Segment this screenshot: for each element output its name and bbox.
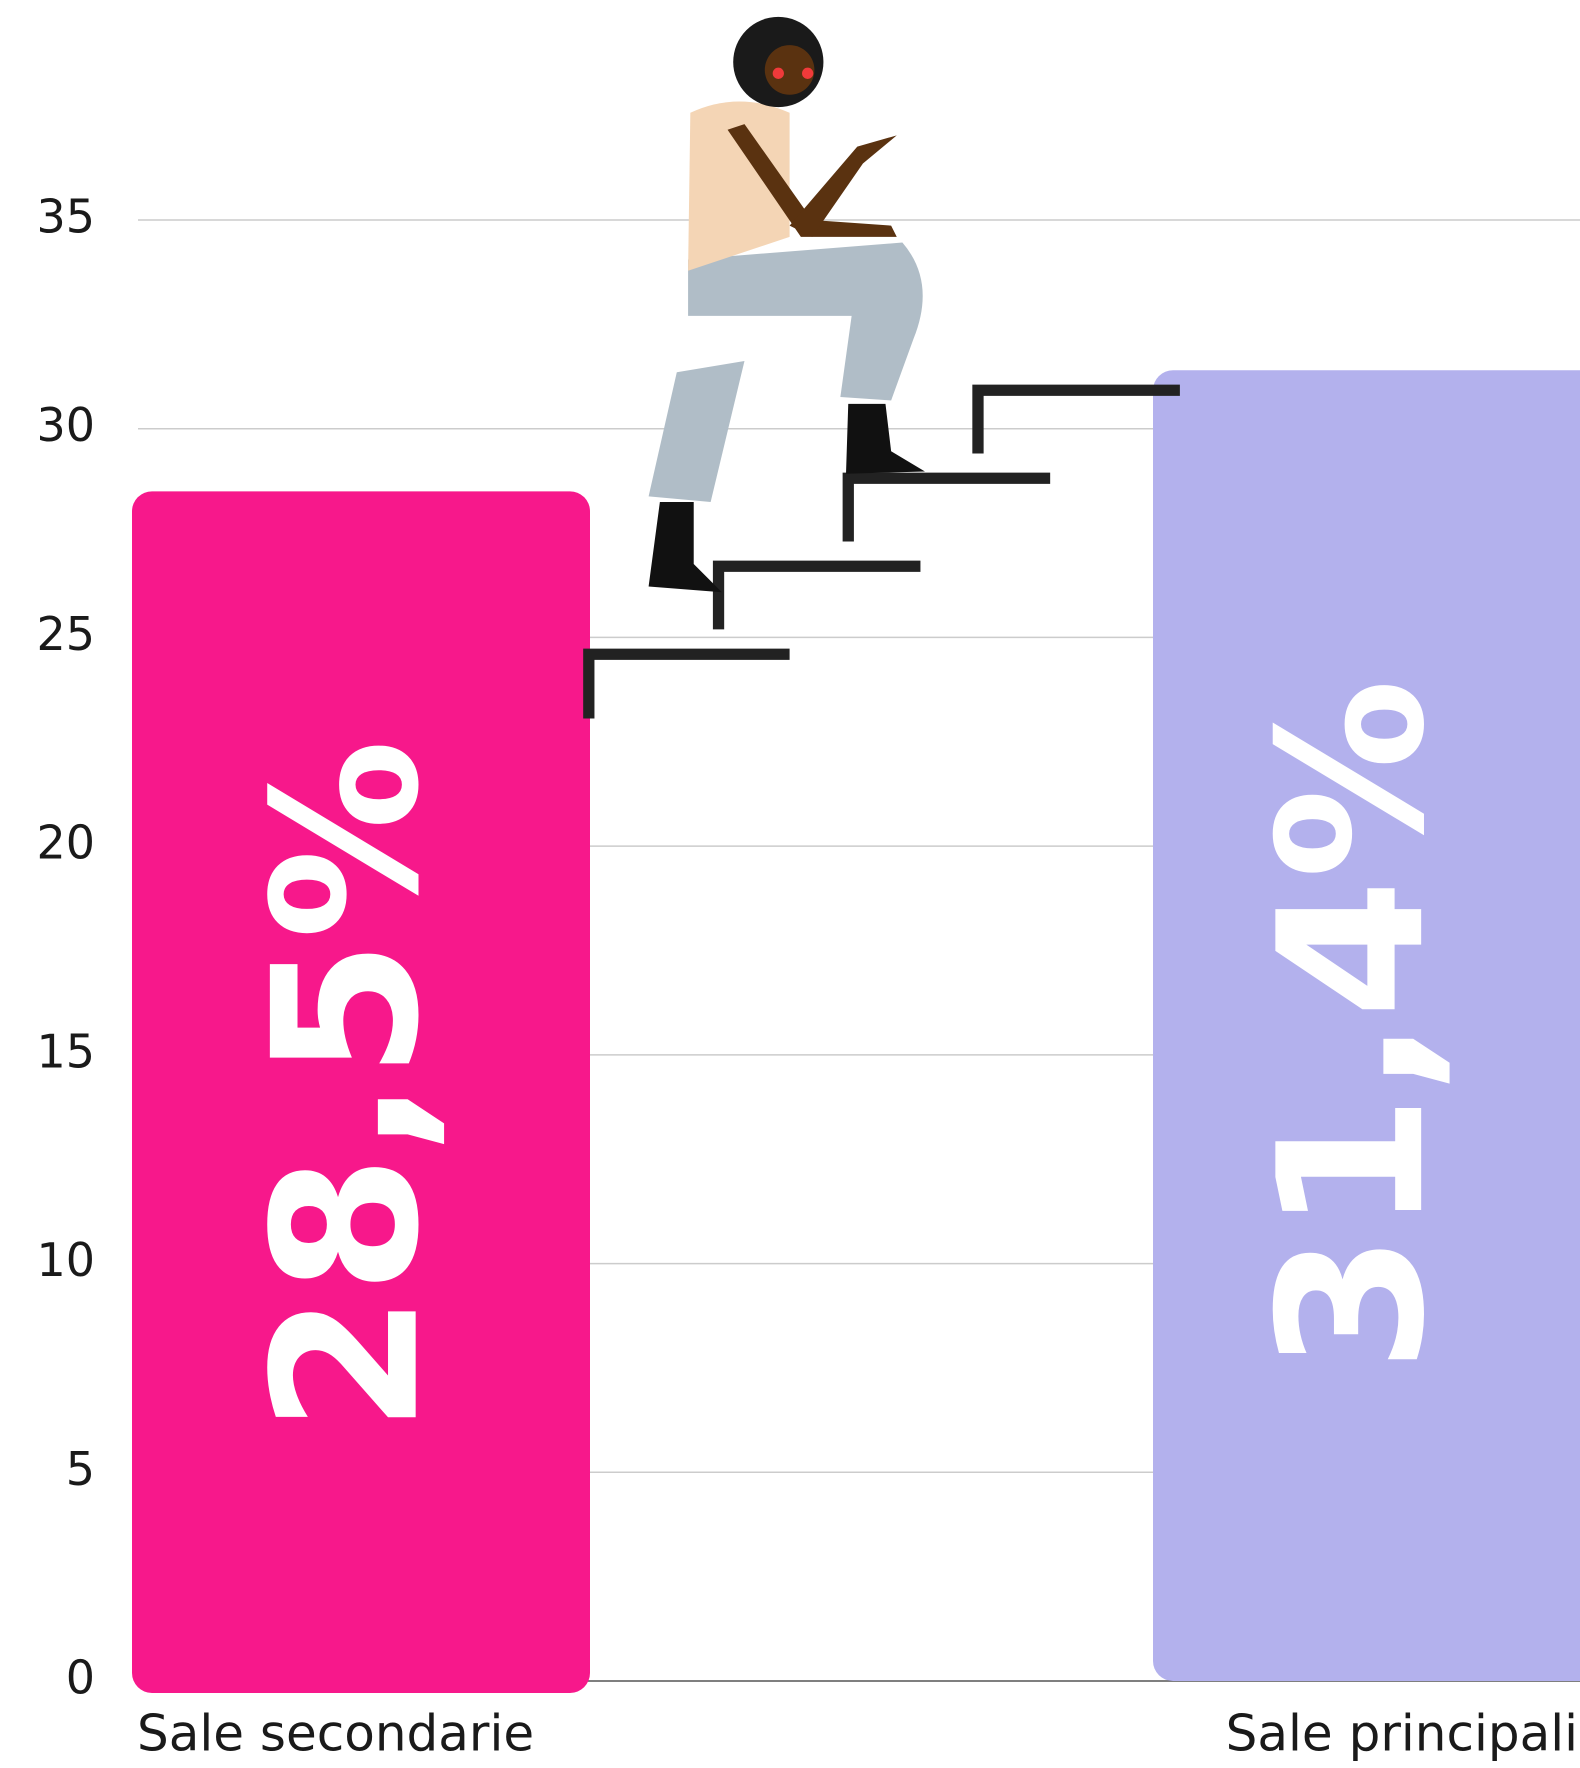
x-tick-label: Sale principali <box>1226 1705 1578 1763</box>
y-tick-label: 15 <box>36 1024 95 1078</box>
stair <box>842 472 1051 542</box>
y-tick-label: 5 <box>66 1442 95 1496</box>
bar <box>132 491 590 1693</box>
bars <box>132 370 1580 1693</box>
illustration <box>583 16 1180 719</box>
y-tick-label: 30 <box>36 398 95 452</box>
bar <box>1153 370 1580 1681</box>
x-tick-label: Sale secondarie <box>137 1705 534 1763</box>
labels: 0 5 10 15 20 25 30 35 28,5% Sale secondarie 31,4% S… <box>36 190 1578 1763</box>
y-tick-label: 35 <box>36 190 95 244</box>
stair <box>972 384 1180 454</box>
y-tick-label: 0 <box>66 1651 95 1705</box>
value-label: 31,4% <box>1236 679 1469 1373</box>
y-tick-label: 10 <box>36 1233 95 1287</box>
stair <box>712 560 921 630</box>
value-label: 28,5% <box>231 739 464 1433</box>
person <box>648 16 925 593</box>
y-tick-label: 25 <box>36 607 95 661</box>
stair <box>583 648 790 719</box>
y-tick-label: 20 <box>36 816 95 870</box>
